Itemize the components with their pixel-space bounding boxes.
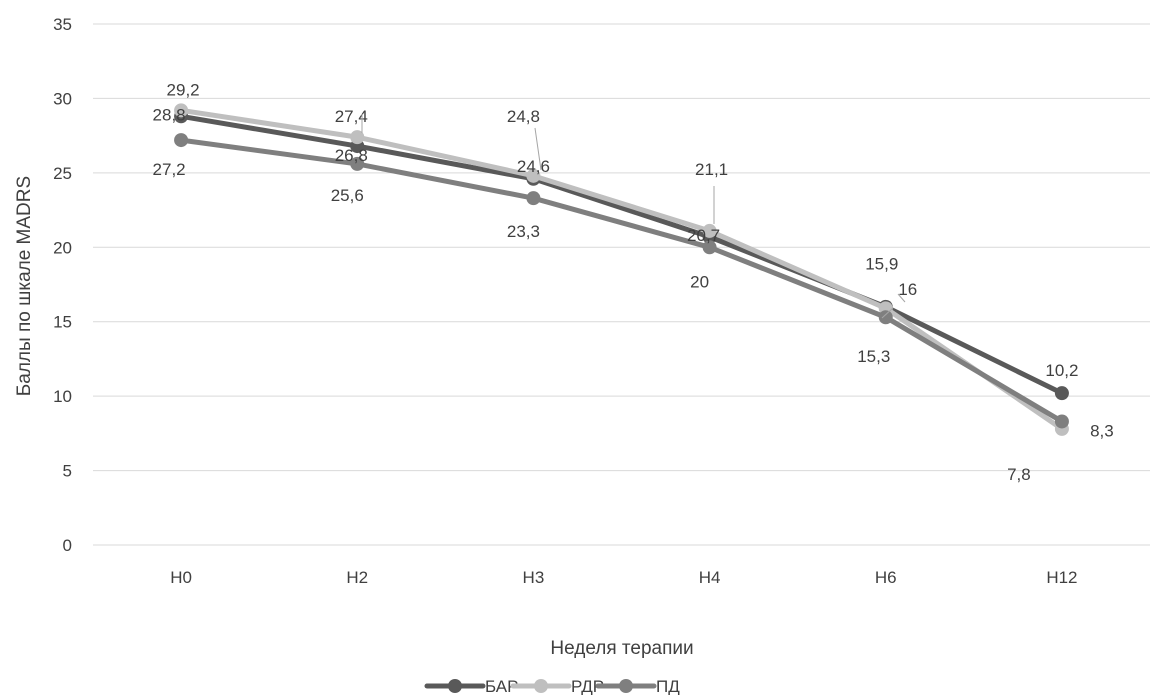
legend-item-БАР: БАР: [424, 677, 518, 696]
series-lines: [174, 103, 1069, 436]
legend: БАР РДР ПД: [424, 677, 680, 696]
data-point: [878, 310, 893, 325]
data-label: 15,3: [857, 347, 890, 366]
legend-item-РДР: РДР: [510, 677, 604, 696]
y-tick-label: 10: [53, 387, 72, 406]
legend-label: БАР: [485, 677, 518, 695]
x-tick-label: Н12: [1046, 568, 1077, 587]
y-tick-label: 25: [53, 164, 72, 183]
y-axis-tick-labels: 0 5 10 15 20 25 30 35: [53, 15, 72, 555]
data-label: 24,6: [517, 157, 550, 176]
leader-line: [534, 127, 542, 171]
legend-swatch-marker: [448, 679, 462, 693]
grid-lines: [93, 23, 1150, 546]
data-label: 23,3: [507, 222, 540, 241]
data-point: [174, 103, 189, 118]
data-label: 15,9: [865, 254, 898, 273]
data-point: [174, 133, 189, 148]
series-РДР: [174, 103, 1069, 436]
x-tick-label: Н4: [699, 568, 721, 587]
x-tick-label: Н2: [346, 568, 368, 587]
data-label: 29,2: [167, 80, 200, 99]
data-label: 25,6: [331, 186, 364, 205]
data-label: 8,3: [1090, 421, 1114, 440]
y-axis-title: Баллы по шкале MADRS: [14, 176, 35, 396]
x-axis-title: Неделя терапии: [550, 638, 693, 659]
data-label: 27,2: [153, 160, 186, 179]
data-point: [1054, 386, 1069, 401]
legend-label: РДР: [571, 677, 604, 695]
y-tick-label: 0: [63, 536, 72, 555]
legend-item-ПД: ПД: [595, 677, 680, 696]
data-point: [526, 168, 541, 183]
data-point: [350, 156, 365, 171]
data-label: 7,8: [1007, 465, 1031, 484]
data-point: [350, 130, 365, 145]
y-tick-label: 30: [53, 89, 72, 108]
data-label: 26,8: [335, 146, 368, 165]
x-tick-label: Н3: [523, 568, 545, 587]
data-label: 16: [898, 280, 917, 299]
leader-line: [897, 293, 906, 303]
y-tick-label: 35: [53, 15, 72, 34]
y-tick-label: 15: [53, 313, 72, 332]
data-label: 10,2: [1045, 361, 1078, 380]
series-БАР: [174, 109, 1069, 401]
data-label: 28,8: [153, 105, 186, 124]
data-label: 24,8: [507, 107, 540, 126]
legend-swatch-marker: [534, 679, 548, 693]
series-line: [178, 107, 1065, 432]
data-labels: 28,8 26,8 24,6 20,7 16 10,2 29,2 27,4 24,8 21,1 15…: [153, 80, 1114, 484]
legend-swatch-marker: [619, 679, 633, 693]
data-label: 20: [690, 272, 709, 291]
x-tick-label: Н0: [170, 568, 192, 587]
data-label: 27,4: [335, 107, 368, 126]
data-label: 20,7: [687, 226, 720, 245]
data-label: 21,1: [695, 160, 728, 179]
data-point: [1054, 414, 1069, 429]
series-line: [178, 113, 1065, 396]
data-point: [526, 191, 541, 206]
x-tick-label: Н6: [875, 568, 897, 587]
series-line: [178, 137, 1065, 424]
data-point: [702, 240, 717, 255]
y-tick-label: 20: [53, 238, 72, 257]
series-ПД: [174, 133, 1069, 429]
y-tick-label: 5: [63, 462, 72, 481]
legend-label: ПД: [656, 677, 680, 695]
x-axis-tick-labels: Н0 Н2 Н3 Н4 Н6 Н12: [170, 568, 1077, 587]
data-point: [702, 223, 717, 238]
leader-line: [881, 307, 894, 319]
